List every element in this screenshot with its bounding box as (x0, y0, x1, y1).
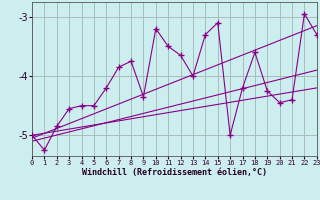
X-axis label: Windchill (Refroidissement éolien,°C): Windchill (Refroidissement éolien,°C) (82, 168, 267, 177)
